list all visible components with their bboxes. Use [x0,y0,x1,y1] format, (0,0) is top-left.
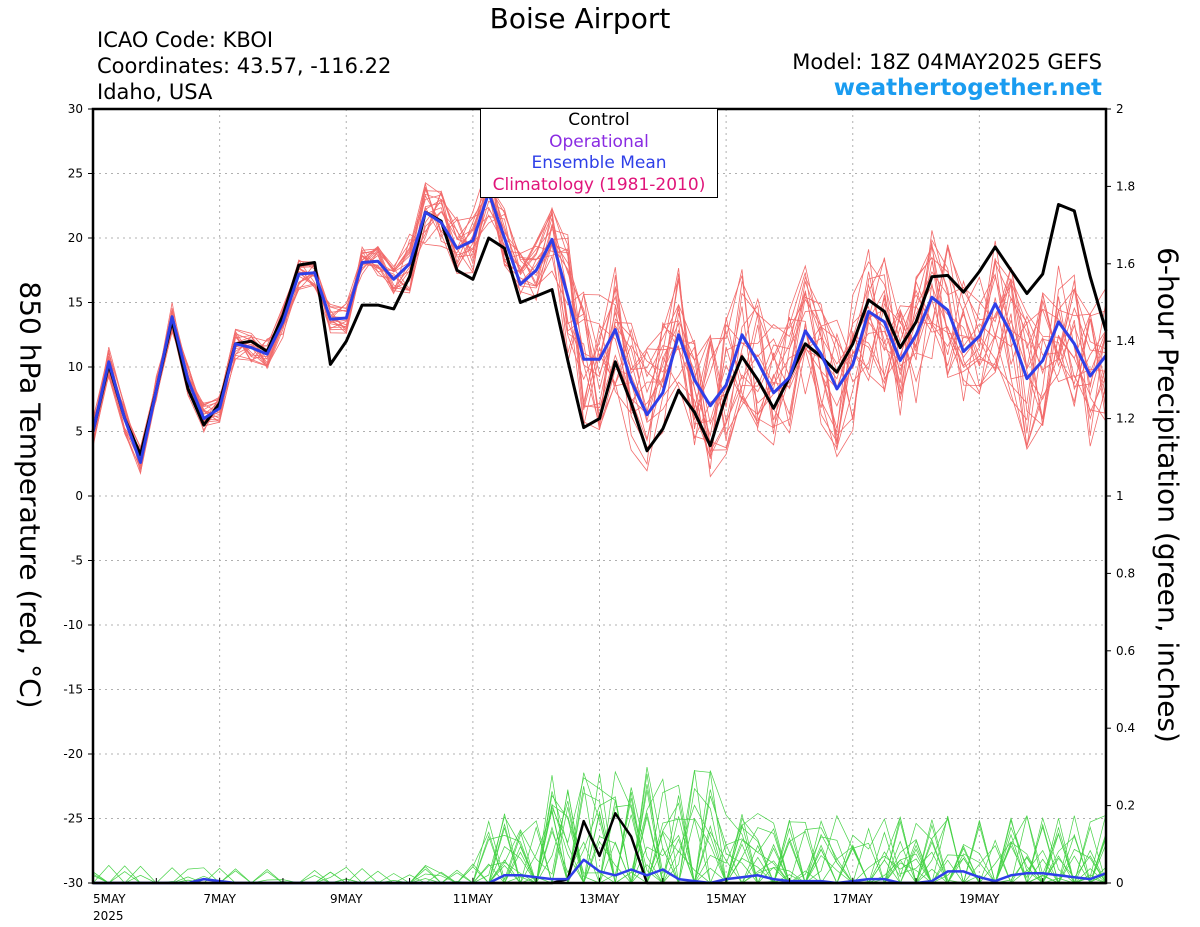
y-tick-label: -25 [63,812,83,826]
chart-title: Boise Airport [489,2,671,35]
y2-tick-label: 1 [1116,489,1124,503]
icao-code: ICAO Code: KBOI [97,28,274,52]
x-tick-label: 5MAY [93,892,126,906]
x-tick-label: 17MAY [833,892,874,906]
legend-operational: Operational [549,131,649,152]
y-tick-label: 5 [75,425,83,439]
x-tick-label: 7MAY [203,892,236,906]
x-tick-label: 11MAY [453,892,494,906]
legend: Control Operational Ensemble Mean Climat… [480,108,718,198]
coordinates: Coordinates: 43.57, -116.22 [97,54,392,78]
y-tick-label: -15 [63,683,83,697]
y2-tick-label: 0.2 [1116,799,1135,813]
temperature-member-line [92,214,1107,471]
model-run: Model: 18Z 04MAY2025 GEFS [792,50,1102,74]
x-year-label: 2025 [93,909,124,923]
y-axis-label-right: 6-hour Precipitation (green, inches) [1151,247,1185,743]
chart-grid [93,109,1106,883]
y2-tick-label: 0.4 [1116,721,1135,735]
precip-member-line [92,773,1107,885]
legend-ensemble-mean: Ensemble Mean [531,153,667,173]
region: Idaho, USA [97,80,213,104]
x-tick-label: 9MAY [330,892,363,906]
y-tick-label: 10 [68,360,83,374]
x-tick-label: 19MAY [959,892,1000,906]
y2-tick-label: 2 [1116,102,1124,116]
temperature-member-line [92,178,1107,450]
y-tick-label: -10 [63,618,83,632]
temperature-member-line [92,206,1107,453]
y-tick-label: 30 [68,102,83,116]
y-tick-label: 0 [75,489,83,503]
legend-climatology: Climatology (1981-2010) [492,174,706,195]
y-tick-label: -30 [63,876,83,890]
y2-tick-label: 0.8 [1116,566,1135,580]
ensemble-mean-temperature-line [91,191,1108,464]
chart-axes: -30-25-20-15-10-505101520253000.20.40.60… [63,102,1135,923]
control-temperature-line [91,203,1108,457]
y2-tick-label: 1.6 [1116,257,1135,271]
y2-tick-label: 1.8 [1116,179,1135,193]
x-tick-label: 15MAY [706,892,747,906]
y2-tick-label: 0 [1116,876,1124,890]
y2-tick-label: 1.4 [1116,334,1135,348]
x-tick-label: 13MAY [579,892,620,906]
y-axis-label-left: 850 hPa Temperature (red, °C) [13,281,47,709]
site-link[interactable]: weathertogether.net [833,75,1102,101]
y-tick-label: 15 [68,296,83,310]
y-tick-label: 25 [68,167,83,181]
legend-control: Control [568,110,630,130]
y-tick-label: -5 [71,554,83,568]
y2-tick-label: 1.2 [1116,412,1135,426]
y2-tick-label: 0.6 [1116,644,1135,658]
y-tick-label: 20 [68,231,83,245]
y-tick-label: -20 [63,747,83,761]
